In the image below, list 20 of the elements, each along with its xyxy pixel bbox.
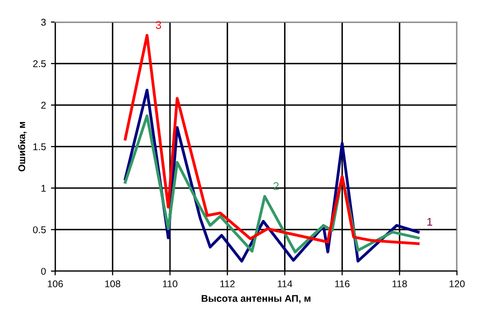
y-tick-label: 0.5 bbox=[33, 226, 46, 234]
y-axis-title: Ошибка, м bbox=[18, 122, 27, 172]
x-tick-label: 110 bbox=[162, 280, 178, 288]
annotation: 1 bbox=[427, 218, 432, 226]
y-tick-label: 2 bbox=[41, 102, 46, 109]
y-tick-label: 1 bbox=[42, 184, 46, 192]
y-tick-label: 1.5 bbox=[33, 143, 46, 150]
x-tick-label: 118 bbox=[392, 280, 407, 288]
y-tick-label: 3 bbox=[41, 18, 46, 26]
x-tick-label: 106 bbox=[48, 280, 63, 288]
x-tick-label: 108 bbox=[105, 280, 120, 288]
x-tick-label: 114 bbox=[278, 280, 292, 288]
y-tick-label: 2.5 bbox=[33, 60, 46, 68]
line-series bbox=[124, 34, 420, 246]
annotation: 3 bbox=[156, 21, 162, 29]
x-axis-title: Высота антенны АП, м bbox=[202, 295, 310, 304]
x-tick-label: 120 bbox=[450, 280, 465, 288]
y-tick-label: 0 bbox=[41, 268, 46, 275]
x-tick-label: 112 bbox=[220, 280, 235, 288]
x-tick-label: 116 bbox=[335, 280, 350, 288]
